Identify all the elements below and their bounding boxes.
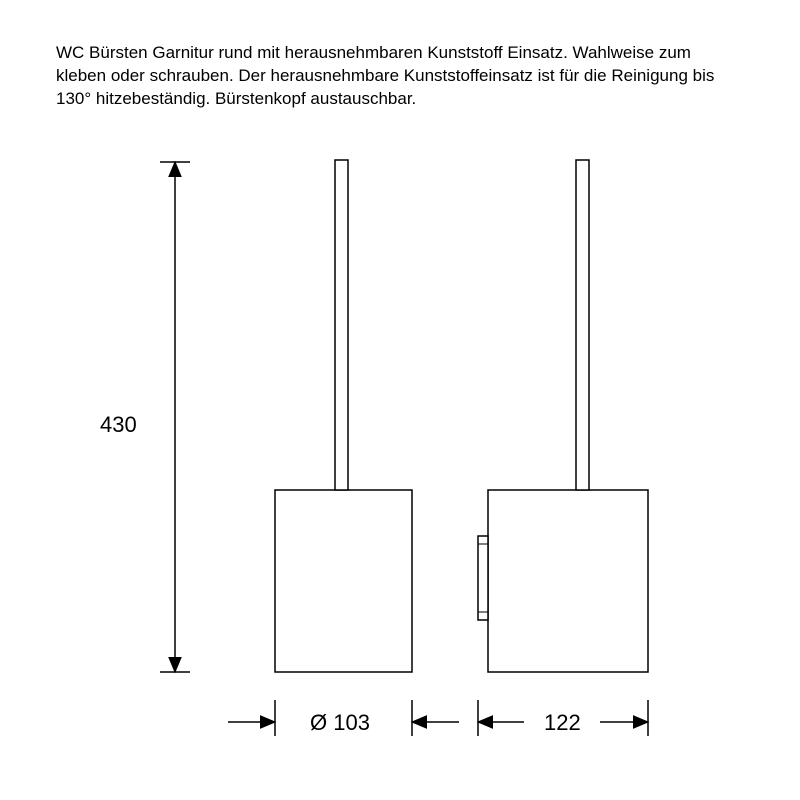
- front-view: [275, 160, 412, 672]
- side-view: [478, 160, 648, 672]
- dim-depth: 122: [478, 700, 648, 736]
- technical-drawing: 430 Ø 103 122: [0, 0, 800, 800]
- dim-diameter: Ø 103: [228, 700, 459, 736]
- dim-height: 430: [100, 162, 190, 672]
- dim-height-label: 430: [100, 412, 137, 437]
- dim-diameter-label: Ø 103: [310, 710, 370, 735]
- dim-depth-label: 122: [544, 710, 581, 735]
